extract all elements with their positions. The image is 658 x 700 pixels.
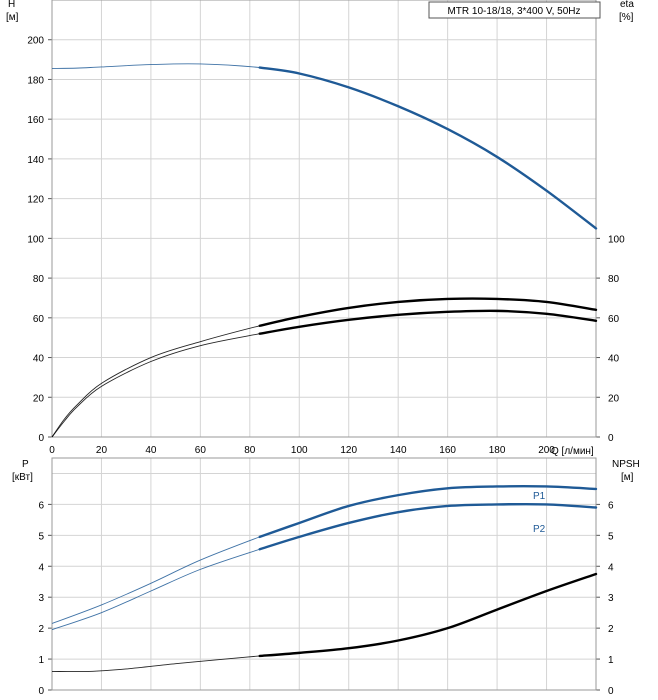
bot-left-tick-4: 4 [38,562,44,573]
top-series-2-line [51,310,597,438]
top-plot-frame [51,0,597,438]
bottom-right-axis-title: NPSH [612,459,640,470]
bot-series-1-operating-range [258,502,598,551]
bot-left-tick-1: 1 [38,655,44,666]
bottom-left-axis-title: P [22,459,29,470]
bottom-chart-series [51,484,598,673]
top-left-tick-100: 100 [27,234,44,245]
top-left-tick-0: 0 [38,433,44,444]
legend-box [428,1,601,19]
bot-series-2-operating-range [258,572,598,658]
x-axis-label: Q [л/мин] [551,446,594,457]
bottom-left-axis-unit: [кВт] [12,472,33,483]
bot-right-tick-0: 0 [608,686,614,697]
top-right-tick-100: 100 [608,234,625,245]
x-tick-140: 140 [390,445,407,456]
top-left-tick-80: 80 [33,274,45,285]
x-tick-100: 100 [291,445,308,456]
series-label-p1: P1 [533,491,546,502]
x-tick-160: 160 [439,445,456,456]
bot-series-2-line [51,573,597,673]
bot-left-tick-5: 5 [38,531,44,542]
bottom-chart-grid [48,457,600,691]
bot-right-tick-3: 3 [608,593,614,604]
x-tick-80: 80 [244,445,256,456]
top-right-tick-0: 0 [608,433,614,444]
top-left-tick-60: 60 [33,314,45,325]
x-tick-200: 200 [538,445,555,456]
top-left-axis-unit: [м] [6,12,19,23]
bot-right-tick-2: 2 [608,624,614,635]
top-left-axis-title: H [8,0,15,10]
series-label-p2: P2 [533,524,546,535]
x-tick-180: 180 [489,445,506,456]
top-series-2-operating-range [258,309,598,335]
top-series-0-operating-range [258,66,598,230]
top-left-tick-160: 160 [27,115,44,126]
bot-right-tick-4: 4 [608,562,614,573]
top-series-1-line [51,298,597,438]
x-tick-0: 0 [49,445,55,456]
bot-right-tick-5: 5 [608,531,614,542]
top-right-tick-60: 60 [608,314,620,325]
top-series-1-operating-range [258,297,598,327]
legend-text: MTR 10-18/18, 3*400 V, 50Hz [447,6,580,17]
bot-right-tick-1: 1 [608,655,614,666]
top-right-tick-20: 20 [608,393,620,404]
bot-left-tick-3: 3 [38,593,44,604]
bottom-right-axis-unit: [м] [621,472,634,483]
bot-left-tick-6: 6 [38,500,44,511]
x-tick-60: 60 [195,445,207,456]
top-left-tick-140: 140 [27,155,44,166]
top-right-tick-80: 80 [608,274,620,285]
bot-left-tick-2: 2 [38,624,44,635]
top-right-tick-40: 40 [608,354,620,365]
bot-series-0-operating-range [258,484,598,539]
bot-left-tick-0: 0 [38,686,44,697]
x-tick-120: 120 [340,445,357,456]
bot-plot-frame [51,457,597,691]
top-left-tick-200: 200 [27,36,44,47]
axis-labels: 0 20 40 60 80 100 120 140 160 180 2000204060801001… [27,36,625,697]
top-left-tick-40: 40 [33,354,45,365]
top-left-tick-180: 180 [27,75,44,86]
top-left-tick-20: 20 [33,393,45,404]
x-tick-20: 20 [96,445,108,456]
top-chart-series [51,63,598,438]
top-right-axis-unit: [%] [619,12,634,23]
top-left-tick-120: 120 [27,195,44,206]
top-series-0-line [51,63,597,229]
x-tick-40: 40 [145,445,157,456]
top-right-axis-title: eta [620,0,634,10]
bot-right-tick-6: 6 [608,500,614,511]
bot-series-1-line [51,503,597,631]
